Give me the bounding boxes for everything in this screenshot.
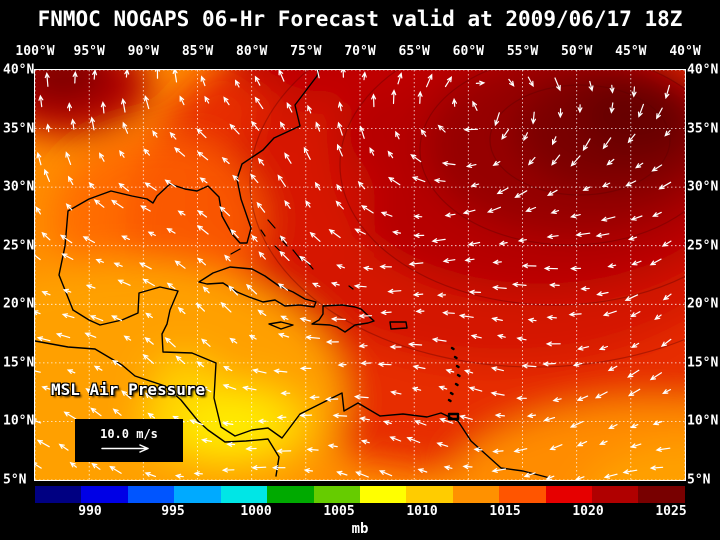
colorbar-segment [359, 486, 407, 503]
lon-tick-label: 55°W [506, 44, 539, 59]
lat-tick-label: 20°N [687, 296, 719, 312]
wind-scale-legend: 10.0 m/s [75, 419, 183, 462]
map-plot-area: MSL Air Pressure 10.0 m/s [34, 69, 686, 481]
colorbar-segment [35, 486, 82, 503]
coastlines [35, 70, 551, 479]
colorbar-segment [220, 486, 268, 503]
lat-tick-label: 10°N [3, 413, 35, 429]
lat-tick-label: 25°N [687, 238, 719, 254]
lon-tick-label: 85°W [181, 44, 214, 59]
lon-tick-label: 95°W [73, 44, 105, 59]
lon-tick-label: 65°W [398, 44, 430, 59]
lat-tick-label: 15°N [3, 355, 35, 371]
lat-tick-label: 10°N [687, 413, 719, 429]
colorbar-tick-label: 1010 [406, 504, 438, 519]
lon-tick-label: 80°W [236, 44, 268, 59]
lon-tick-label: 100°W [15, 44, 55, 59]
colorbar-segment [592, 486, 639, 503]
wind-scale-arrow-icon [101, 443, 149, 453]
lat-tick-label: 35°N [3, 121, 35, 137]
lon-tick-label: 40°W [669, 44, 701, 59]
colorbar-tick-label: 990 [78, 504, 102, 519]
colorbar-segment [452, 486, 500, 503]
colorbar [35, 486, 685, 503]
chart-title: FNMOC NOGAPS 06-Hr Forecast valid at 200… [37, 7, 683, 31]
colorbar-unit-label: mb [351, 521, 369, 537]
colorbar-tick-label: 1005 [323, 504, 355, 519]
pressure-map-svg [35, 70, 685, 480]
colorbar-segment [638, 486, 685, 503]
lat-tick-label: 30°N [3, 179, 35, 195]
colorbar-segment [406, 486, 453, 503]
lon-tick-label: 45°W [615, 44, 647, 59]
colorbar-tick-label: 1015 [489, 504, 521, 519]
coastline-puerto-rico [389, 321, 408, 330]
colorbar-segment [81, 486, 128, 503]
coastline-hispaniola [311, 304, 375, 333]
coastline-jamaica [268, 321, 294, 330]
lon-tick-label: 75°W [290, 44, 322, 59]
coastline-bahamas [230, 219, 354, 290]
lon-tick-label: 60°W [452, 44, 484, 59]
coastline-caribbean-south-america [72, 286, 551, 479]
colorbar-tick-label: 1000 [240, 504, 272, 519]
lon-tick-label: 70°W [344, 44, 376, 59]
colorbar-tick-label: 1025 [655, 504, 687, 519]
coastline-lesser-antilles [447, 346, 461, 421]
colorbar-segment [545, 486, 593, 503]
coastline-north-america [58, 70, 320, 311]
lat-tick-label: 5°N [687, 472, 711, 488]
coastline-cuba [198, 266, 317, 308]
lat-tick-label: 20°N [3, 296, 35, 312]
coastline-pacific [35, 340, 280, 477]
lat-tick-label: 5°N [3, 472, 27, 488]
colorbar-segment [174, 486, 221, 503]
wind-scale-value: 10.0 m/s [100, 426, 158, 441]
lon-tick-label: 50°W [561, 44, 593, 59]
lat-tick-label: 30°N [687, 179, 719, 195]
field-label: MSL Air Pressure [51, 380, 206, 399]
lat-tick-label: 35°N [687, 121, 719, 137]
lon-tick-label: 90°W [127, 44, 159, 59]
lat-tick-label: 25°N [3, 238, 35, 254]
colorbar-segment [499, 486, 546, 503]
colorbar-segment [313, 486, 360, 503]
colorbar-tick-label: 995 [161, 504, 185, 519]
lat-tick-label: 40°N [3, 62, 35, 78]
lat-tick-label: 40°N [687, 62, 719, 78]
colorbar-segment [127, 486, 175, 503]
lat-tick-label: 15°N [687, 355, 719, 371]
colorbar-tick-label: 1020 [572, 504, 604, 519]
colorbar-segment [267, 486, 314, 503]
